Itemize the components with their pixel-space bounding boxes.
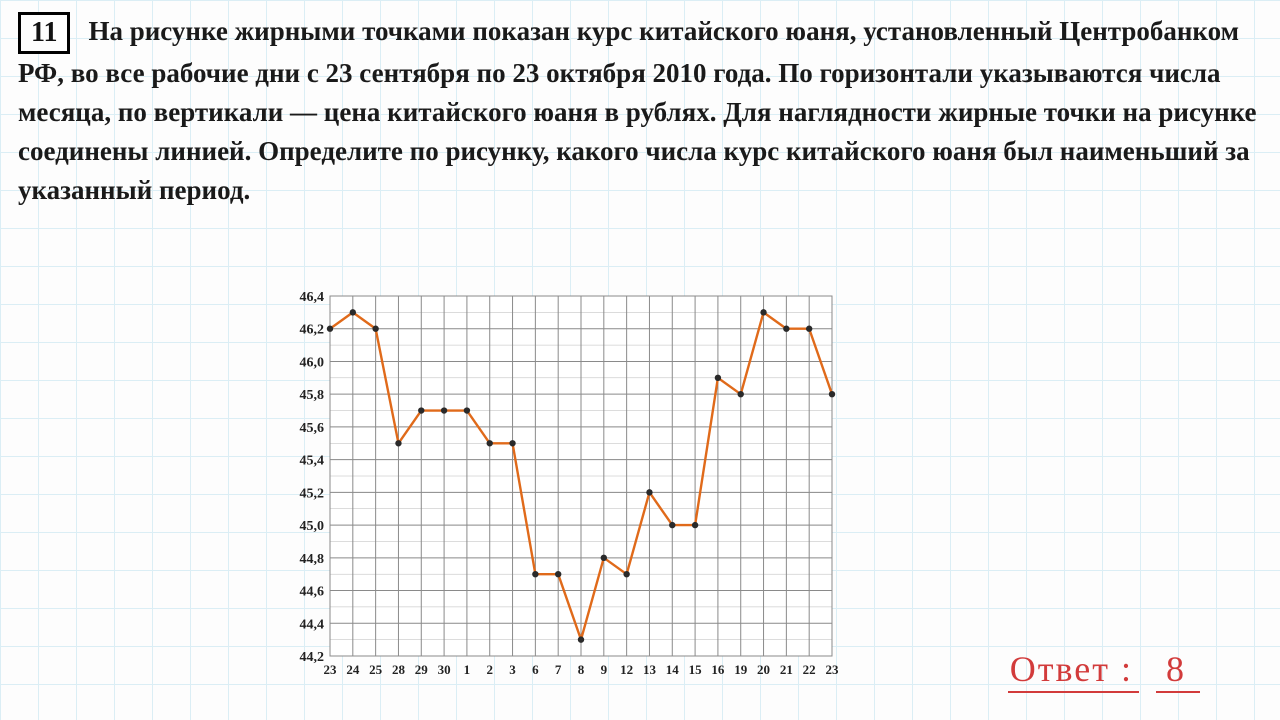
svg-text:46,2: 46,2 xyxy=(300,323,325,338)
svg-text:3: 3 xyxy=(509,662,516,677)
svg-text:25: 25 xyxy=(369,662,383,677)
svg-text:6: 6 xyxy=(532,662,539,677)
svg-text:45,6: 45,6 xyxy=(300,421,325,436)
svg-text:24: 24 xyxy=(346,662,360,677)
svg-text:23: 23 xyxy=(826,662,840,677)
svg-text:30: 30 xyxy=(438,662,451,677)
svg-text:28: 28 xyxy=(392,662,406,677)
svg-text:21: 21 xyxy=(780,662,793,677)
svg-text:44,2: 44,2 xyxy=(300,650,325,665)
exchange-rate-chart: 44,2 44,4 44,6 44,8 45,0 45,2 45,4 45,6 45,8 46,0… xyxy=(280,282,840,682)
svg-text:23: 23 xyxy=(324,662,338,677)
svg-text:44,4: 44,4 xyxy=(300,617,325,632)
svg-text:44,8: 44,8 xyxy=(300,552,325,567)
answer-value: 8 xyxy=(1156,649,1200,693)
svg-text:8: 8 xyxy=(578,662,585,677)
svg-text:46,0: 46,0 xyxy=(300,355,325,370)
svg-text:45,4: 45,4 xyxy=(300,454,325,469)
answer-label: Ответ : xyxy=(1008,649,1139,693)
svg-text:22: 22 xyxy=(803,662,816,677)
svg-text:9: 9 xyxy=(601,662,608,677)
problem-text: На рисунке жирными точками показан курс … xyxy=(18,16,1257,205)
svg-text:2: 2 xyxy=(486,662,493,677)
svg-text:45,2: 45,2 xyxy=(300,486,325,501)
svg-text:19: 19 xyxy=(734,662,748,677)
problem-number: 11 xyxy=(18,12,70,54)
problem-block: 11 На рисунке жирными точками показан ку… xyxy=(18,12,1262,211)
svg-text:12: 12 xyxy=(620,662,633,677)
svg-text:14: 14 xyxy=(666,662,680,677)
svg-text:46,4: 46,4 xyxy=(300,290,325,305)
svg-text:15: 15 xyxy=(689,662,703,677)
svg-text:45,0: 45,0 xyxy=(300,519,325,534)
svg-text:20: 20 xyxy=(757,662,770,677)
svg-text:13: 13 xyxy=(643,662,657,677)
svg-text:44,6: 44,6 xyxy=(300,585,325,600)
svg-text:45,8: 45,8 xyxy=(300,388,325,403)
answer-block: Ответ : 8 xyxy=(1008,648,1200,690)
svg-text:1: 1 xyxy=(464,662,471,677)
svg-text:16: 16 xyxy=(711,662,725,677)
svg-text:7: 7 xyxy=(555,662,562,677)
svg-text:29: 29 xyxy=(415,662,429,677)
